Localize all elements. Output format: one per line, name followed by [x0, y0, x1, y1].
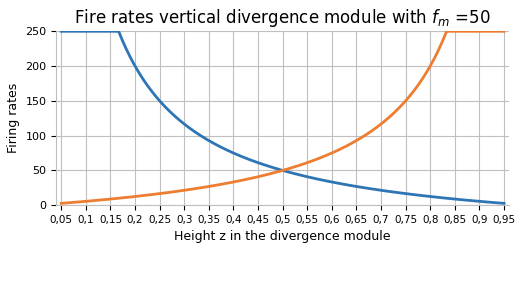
X-axis label: Height z in the divergence module: Height z in the divergence module — [174, 231, 391, 243]
Firing rate f2D — [421, 74, 427, 78]
Firing rate f1D — [298, 174, 304, 177]
Firing rate f1D — [268, 165, 275, 169]
Firing rate f2D — [322, 154, 328, 158]
Line: Firing rate f1D: Firing rate f1D — [61, 31, 504, 203]
Firing rate f2D — [491, 30, 497, 33]
Firing rate f1D — [501, 202, 507, 205]
Firing rate f1D — [490, 201, 496, 204]
Line: Firing rate f2D: Firing rate f2D — [61, 31, 504, 203]
Firing rate f2D — [58, 202, 64, 205]
Y-axis label: Firing rates: Firing rates — [7, 83, 20, 153]
Firing rate f2D — [268, 172, 275, 175]
Firing rate f1D — [58, 30, 64, 33]
Firing rate f1D — [421, 194, 427, 198]
Firing rate f2D — [444, 30, 450, 33]
Firing rate f1D — [322, 179, 328, 182]
Title: Fire rates vertical divergence module with $f_m$ =50: Fire rates vertical divergence module wi… — [74, 7, 491, 29]
Firing rate f2D — [501, 30, 507, 33]
Firing rate f1D — [271, 166, 277, 170]
Firing rate f2D — [298, 163, 304, 166]
Firing rate f2D — [271, 171, 277, 174]
